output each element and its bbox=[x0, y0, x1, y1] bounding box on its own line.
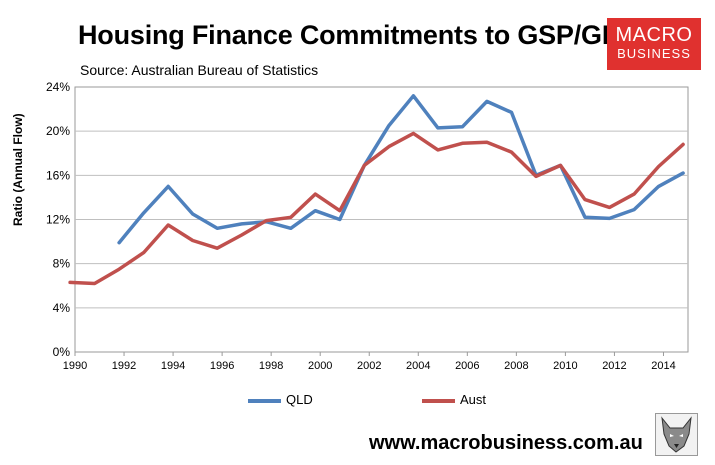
logo-line-1: MACRO bbox=[615, 24, 693, 46]
series-line-aust bbox=[68, 131, 685, 286]
website-url: www.macrobusiness.com.au bbox=[369, 432, 643, 454]
y-tick-label: 16% bbox=[46, 168, 70, 182]
y-tick-label: 12% bbox=[46, 213, 70, 227]
series-line-qld bbox=[117, 94, 685, 245]
x-tick-label: 2008 bbox=[504, 360, 528, 372]
x-tick-label: 2004 bbox=[406, 360, 430, 372]
legend-label-aust: Aust bbox=[460, 392, 487, 407]
chart-subtitle: Source: Australian Bureau of Statistics bbox=[80, 62, 319, 78]
y-tick-label: 20% bbox=[46, 124, 70, 138]
series-lines bbox=[68, 94, 685, 286]
legend-item-qld: QLD bbox=[248, 392, 313, 407]
x-tick-label: 2014 bbox=[651, 360, 675, 372]
x-tick-label: 2012 bbox=[602, 360, 626, 372]
y-tick-label: 8% bbox=[53, 257, 71, 271]
x-tick-labels: 1990 1992 1994 1996 1998 2000 2002 2004 2006 2008… bbox=[63, 352, 676, 372]
logo-line-2: BUSINESS bbox=[617, 46, 691, 61]
x-tick-label: 1990 bbox=[63, 360, 87, 372]
y-tick-label: 4% bbox=[53, 301, 71, 315]
legend-swatch-qld bbox=[248, 398, 281, 403]
macrobusiness-logo: MACRO BUSINESS bbox=[607, 18, 701, 70]
x-tick-label: 1998 bbox=[259, 360, 283, 372]
x-tick-label: 2002 bbox=[357, 360, 381, 372]
x-tick-label: 2000 bbox=[308, 360, 332, 372]
y-tick-label: 24% bbox=[46, 80, 70, 94]
x-tick-label: 2006 bbox=[455, 360, 479, 372]
x-tick-label: 1992 bbox=[112, 360, 136, 372]
y-tick-label: 0% bbox=[53, 345, 71, 359]
x-tick-label: 1996 bbox=[210, 360, 234, 372]
legend-label-qld: QLD bbox=[286, 392, 313, 407]
x-tick-label: 1994 bbox=[161, 360, 185, 372]
y-tick-labels: 0% 4% 8% 12% 16% 20% 24% bbox=[46, 80, 70, 359]
legend-swatch-aust bbox=[422, 398, 455, 403]
legend-item-aust: Aust bbox=[422, 392, 486, 407]
x-tick-label: 2010 bbox=[553, 360, 577, 372]
wolf-icon bbox=[655, 413, 698, 456]
gridlines bbox=[75, 130, 688, 309]
chart-title: Housing Finance Commitments to GSP/GDP bbox=[78, 20, 639, 50]
